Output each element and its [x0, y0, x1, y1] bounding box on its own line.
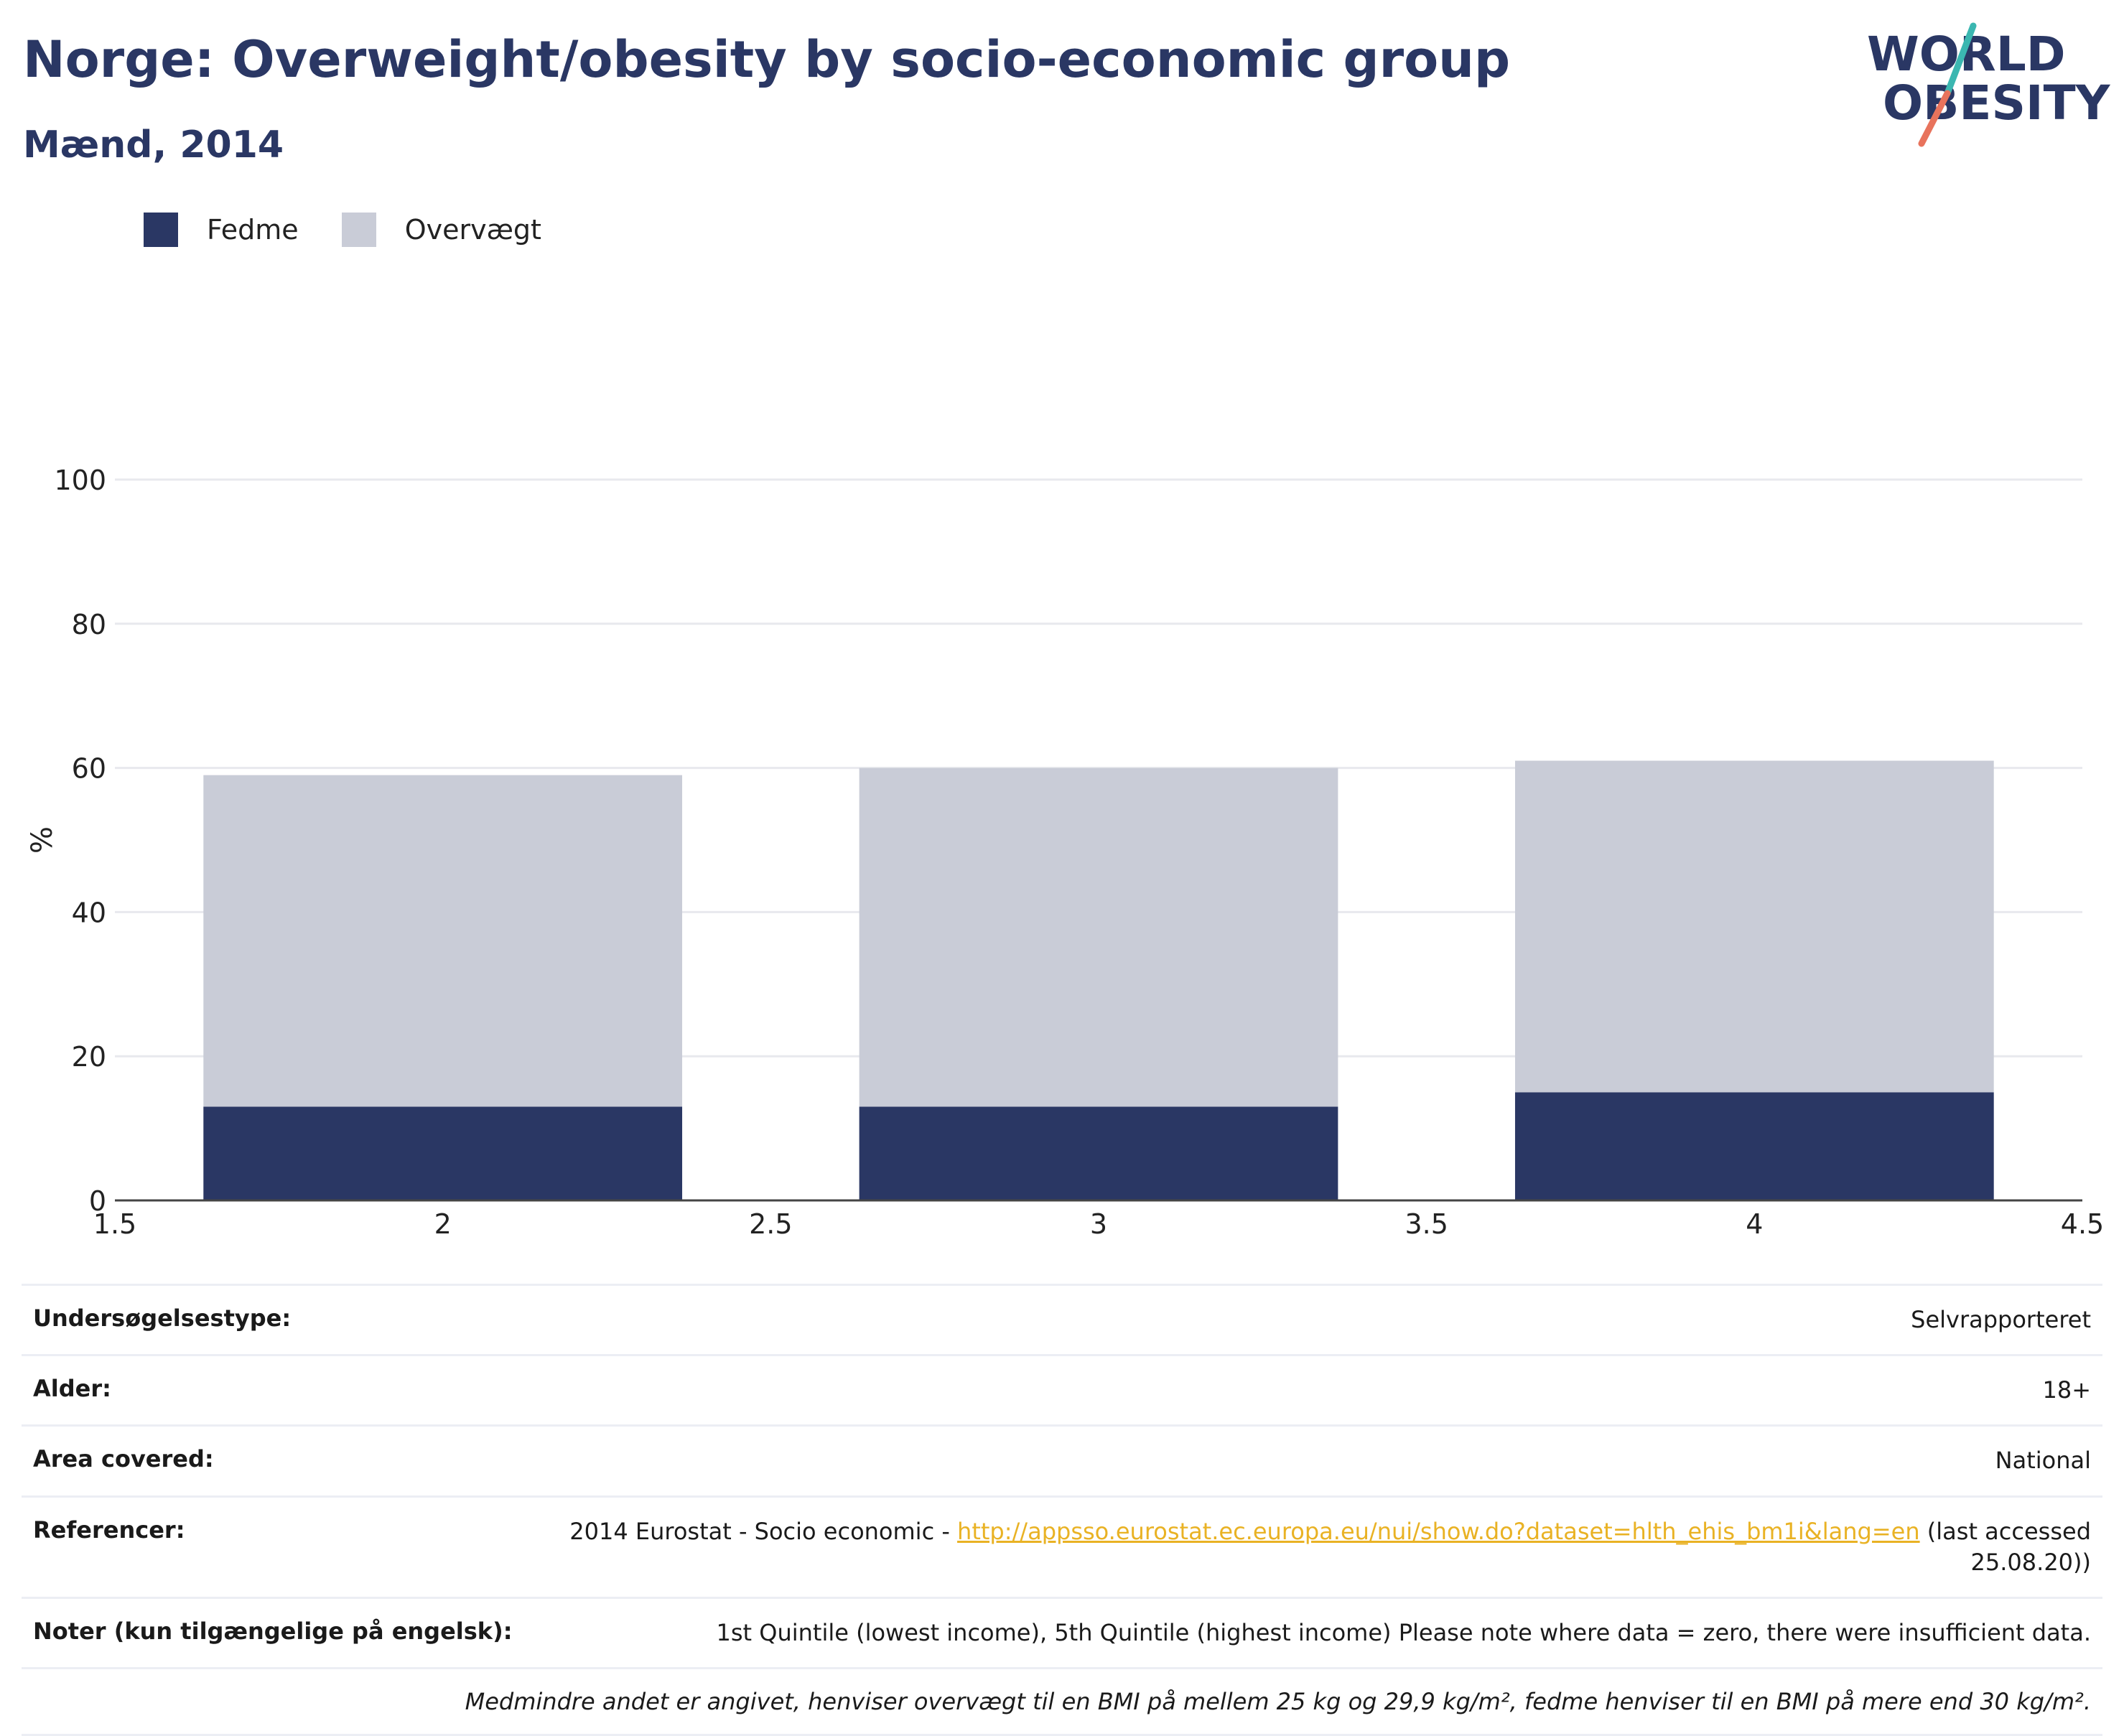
legend-swatch-overvaegt: [341, 213, 376, 247]
x-tick-label: 4.5: [2061, 1208, 2104, 1240]
y-tick-label: 40: [72, 897, 106, 928]
bar-overvaegt: [203, 775, 683, 1107]
legend-swatch-fedme: [144, 213, 178, 247]
x-tick-label: 3: [1090, 1208, 1107, 1240]
meta-label: Undersøgelsestype:: [33, 1305, 292, 1332]
meta-value: 1st Quintile (lowest income), 5th Quinti…: [716, 1618, 2092, 1646]
logo-slash-coral: [1918, 90, 1951, 147]
logo-text-world: WORLD: [1867, 27, 2066, 82]
y-tick-label: 0: [89, 1185, 106, 1217]
x-tick-label: 3.5: [1405, 1208, 1448, 1240]
meta-label: Noter (kun tilgængelige på engelsk):: [33, 1617, 513, 1645]
meta-value: 18+: [2042, 1376, 2091, 1404]
bar-fedme: [203, 1106, 683, 1200]
world-obesity-logo: WORLD OBESITY: [1867, 22, 2111, 147]
meta-row-footnote: Medmindre andet er angivet, henviser ove…: [22, 1667, 2102, 1736]
legend-label-overvaegt: Overvægt: [404, 214, 541, 246]
meta-label: Area covered:: [33, 1445, 214, 1473]
logo-slash-teal: [1944, 22, 1977, 97]
x-tick-label: 2: [434, 1208, 452, 1240]
y-tick-label: 100: [54, 465, 106, 496]
bar-overvaegt: [1514, 760, 1994, 1093]
page-subtitle: Mænd, 2014: [23, 123, 284, 167]
legend-item-fedme[interactable]: Fedme: [144, 213, 299, 247]
y-axis-label: %: [26, 826, 59, 854]
meta-row-survey-type: Undersøgelsestype: Selvrapporteret: [22, 1284, 2102, 1354]
meta-row-area: Area covered: National: [22, 1424, 2102, 1495]
meta-value-references: 2014 Eurostat - Socio economic - http://…: [511, 1516, 2091, 1578]
meta-label: Referencer:: [33, 1516, 185, 1544]
references-link[interactable]: http://appsso.eurostat.ec.europa.eu/nui/…: [957, 1517, 1920, 1545]
page-title: Norge: Overweight/obesity by socio-econo…: [23, 30, 1511, 89]
meta-value: Selvrapporteret: [1911, 1306, 2091, 1333]
y-tick-label: 60: [72, 753, 106, 785]
x-tick-label: 1.5: [93, 1208, 136, 1240]
bar-fedme: [1514, 1092, 1994, 1200]
meta-value: National: [1995, 1447, 2091, 1475]
x-tick-label: 4: [1746, 1208, 1763, 1240]
meta-row-age: Alder: 18+: [22, 1354, 2102, 1424]
x-tick-label: 2.5: [749, 1208, 792, 1240]
y-tick-label: 80: [72, 609, 106, 640]
bar-overvaegt: [859, 767, 1338, 1107]
y-tick-label: 20: [72, 1041, 106, 1073]
meta-row-references: Referencer: 2014 Eurostat - Socio econom…: [22, 1495, 2102, 1597]
meta-row-notes: Noter (kun tilgængelige på engelsk): 1st…: [22, 1596, 2102, 1667]
logo-text-obesity: OBESITY: [1883, 75, 2111, 131]
meta-label: Alder:: [33, 1375, 111, 1403]
metadata-table: Undersøgelsestype: Selvrapporteret Alder…: [22, 1284, 2102, 1736]
references-suffix: (last accessed 25.08.20)): [1919, 1517, 2091, 1576]
legend-label-fedme: Fedme: [207, 214, 299, 246]
references-prefix: 2014 Eurostat - Socio economic -: [569, 1517, 958, 1545]
bar-fedme: [859, 1106, 1338, 1200]
legend-item-overvaegt[interactable]: Overvægt: [341, 213, 541, 247]
footnote: Medmindre andet er angivet, henviser ove…: [465, 1688, 2091, 1716]
bar-chart: 0 20 40 60 80 100 1.5 2 2.5 3 3.5 4 4.5%: [26, 465, 2104, 1240]
chart-legend: Fedme Overvægt: [144, 213, 584, 247]
